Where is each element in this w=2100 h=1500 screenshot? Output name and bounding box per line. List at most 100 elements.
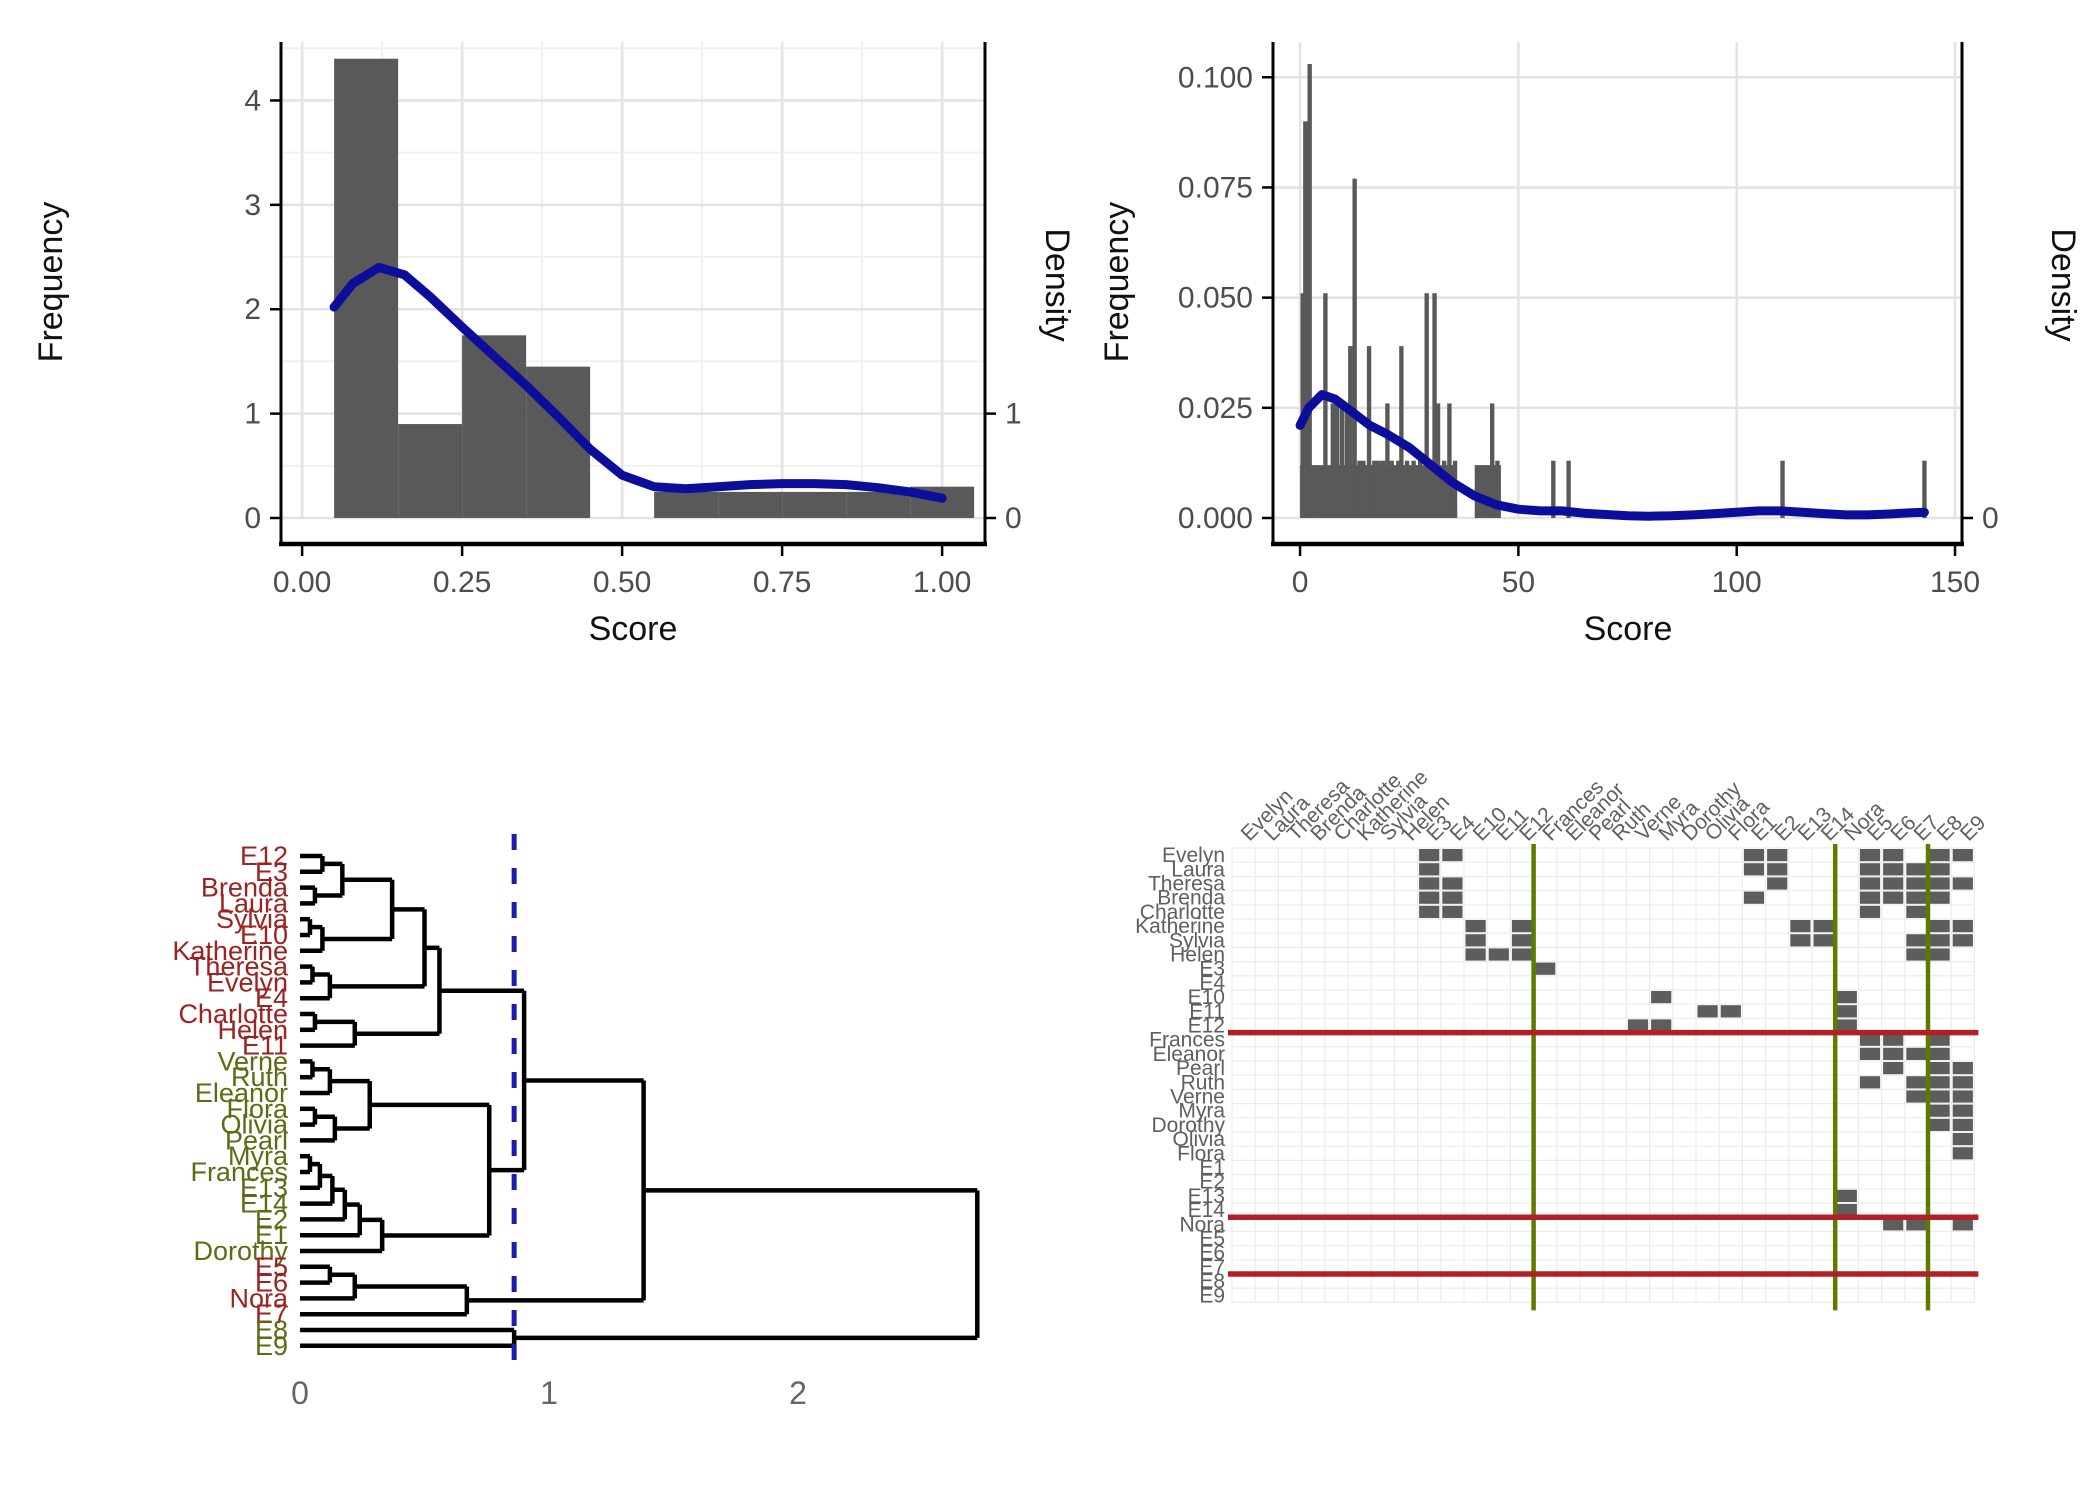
matrix-cell [1627,1019,1649,1032]
matrix-row-label: Theresa [1148,873,1225,896]
matrix-row-label: Evelyn [1162,844,1225,867]
leaf-label: Ruth [231,1062,288,1092]
matrix-cell [1883,1218,1904,1231]
leaf-label: Nora [229,1283,289,1313]
leaf-label: Frances [190,1157,288,1187]
matrix-cell [1906,1076,1927,1089]
matrix-cell [1952,849,1973,862]
svg-text:0: 0 [244,502,261,535]
matrix-cell [1651,1019,1672,1032]
blockmodel-matrix-panel: EvelynLauraTheresaBrendaCharlotteKatheri… [1135,766,1990,1311]
leaf-label: E9 [255,1331,288,1361]
leaf-label: Flora [226,1094,288,1124]
matrix-row-label: Sylvia [1169,929,1225,952]
dendrogram-panel: E12E3BrendaLauraSylviaE10KatherineTheres… [172,834,980,1411]
leaf-label: Pearl [225,1125,288,1155]
histogram-bars [1300,64,1927,518]
leaf-label: E1 [255,1220,288,1250]
leaf-label: Sylvia [216,904,289,934]
svg-text:1: 1 [1005,398,1022,431]
matrix-row-label: E9 [1199,1284,1225,1307]
svg-text:4: 4 [244,84,261,117]
matrix-cell [1790,920,1811,933]
svg-text:0.075: 0.075 [1178,171,1253,204]
svg-text:0.25: 0.25 [433,566,491,599]
matrix-cell [1465,920,1486,933]
svg-text:0.75: 0.75 [753,566,811,599]
matrix-cell [1859,1047,1881,1060]
matrix-row-label: Myra [1178,1100,1225,1123]
svg-text:0: 0 [1292,566,1309,599]
matrix-cell [1883,1033,1904,1046]
matrix-cell [1952,877,1973,890]
matrix-row-label: E5 [1199,1228,1225,1251]
matrix-cell [1906,905,1927,918]
svg-text:2: 2 [789,1375,807,1411]
svg-text:150: 150 [1930,566,1980,599]
y-axis-title-frequency-right: Frequency [1098,202,1136,363]
matrix-cell [1859,877,1881,890]
matrix-cell [1419,891,1440,904]
leaf-label: E11 [242,1031,288,1061]
matrix-cell [1859,905,1881,918]
matrix-cell [1859,1076,1881,1089]
histogram-small-panel: 0 1 2 3 4 0 1 0.00 0.25 0.50 0.75 1.00 [244,42,1022,599]
matrix-cell [1929,920,1950,933]
leaf-label: Charlotte [178,999,288,1029]
matrix-cell [1419,905,1440,918]
cluster-boundaries [1228,844,1979,1311]
matrix-cell [1442,849,1463,862]
matrix-row-label: Nora [1179,1213,1225,1236]
leaf-label: E3 [255,857,288,887]
dendrogram-axis: 0 1 2 [291,1375,807,1411]
matrix-cell [1419,877,1440,890]
matrix-cell [1952,1118,1973,1131]
matrix-cell [1906,1218,1927,1231]
matrix-row-labels: EvelynLauraTheresaBrendaCharlotteKatheri… [1135,844,1225,1307]
matrix-col-labels: EvelynLauraTheresaBrendaCharlotteKatheri… [1237,766,1991,846]
matrix-cell [1465,934,1486,947]
x-axis-title-score-right-plot: Score [1584,610,1673,648]
matrix-cell [1929,1033,1950,1046]
y-axis-title-density-right-plot: Density [2044,228,2082,341]
matrix-cell [1442,905,1463,918]
matrix-row-label: Brenda [1157,887,1225,910]
matrix-row-label: E12 [1188,1015,1225,1038]
matrix-cell [1883,849,1904,862]
matrix-cell [1906,934,1927,947]
density-curve [329,263,947,503]
matrix-col-label: E9 [1956,811,1990,845]
leaf-label: Theresa [189,952,289,982]
panel-grid [281,42,985,520]
leaf-label: Katherine [172,936,288,966]
histogram-large-panel: 0.000 0.025 0.050 0.075 0.100 0 0 50 100 150 [1178,42,1999,599]
matrix-cell [1442,891,1463,904]
matrix-row-label: E7 [1199,1256,1225,1279]
matrix-cell [1929,1047,1950,1060]
matrix-cell [1813,920,1834,933]
leaf-label: E12 [240,841,288,871]
matrix-row-label: E4 [1199,972,1225,995]
matrix-row-label: Laura [1171,858,1225,881]
leaf-label: E6 [255,1268,288,1298]
svg-text:0.050: 0.050 [1178,282,1253,315]
matrix-row-label: E6 [1199,1242,1225,1265]
matrix-row-label: E13 [1188,1185,1225,1208]
leaf-label: Laura [219,888,289,918]
matrix-cell [1767,877,1788,890]
matrix-cell [1836,1189,1857,1202]
matrix-cell [1952,920,1973,933]
svg-text:0: 0 [1982,502,1999,535]
matrix-row-label: Dorothy [1151,1114,1225,1137]
matrix-row-label: Flora [1177,1142,1225,1165]
matrix-cell [1906,891,1927,904]
svg-text:0: 0 [1005,502,1022,535]
matrix-cell [1929,1062,1950,1075]
matrix-row-label: E2 [1199,1171,1225,1194]
matrix-row-label: E14 [1188,1199,1226,1222]
matrix-cell [1883,877,1904,890]
svg-text:100: 100 [1712,566,1762,599]
matrix-cell [1465,948,1486,961]
